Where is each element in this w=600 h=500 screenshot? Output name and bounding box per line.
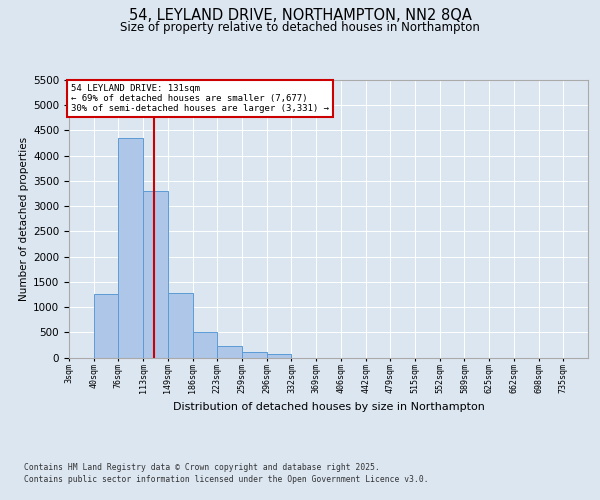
Text: 54, LEYLAND DRIVE, NORTHAMPTON, NN2 8QA: 54, LEYLAND DRIVE, NORTHAMPTON, NN2 8QA [128, 8, 472, 22]
Text: Contains HM Land Registry data © Crown copyright and database right 2025.: Contains HM Land Registry data © Crown c… [24, 464, 380, 472]
Bar [94, 294, 118, 358]
Y-axis label: Number of detached properties: Number of detached properties [19, 136, 29, 301]
Text: Distribution of detached houses by size in Northampton: Distribution of detached houses by size … [173, 402, 485, 412]
Text: 54 LEYLAND DRIVE: 131sqm
← 69% of detached houses are smaller (7,677)
30% of sem: 54 LEYLAND DRIVE: 131sqm ← 69% of detach… [71, 84, 329, 114]
Text: Size of property relative to detached houses in Northampton: Size of property relative to detached ho… [120, 21, 480, 34]
Bar [168, 294, 193, 358]
Bar [242, 352, 267, 358]
Text: Contains public sector information licensed under the Open Government Licence v3: Contains public sector information licen… [24, 475, 428, 484]
Bar [118, 138, 143, 358]
Bar [217, 346, 242, 358]
Bar [193, 332, 217, 357]
Bar [143, 191, 168, 358]
Bar [267, 354, 292, 358]
